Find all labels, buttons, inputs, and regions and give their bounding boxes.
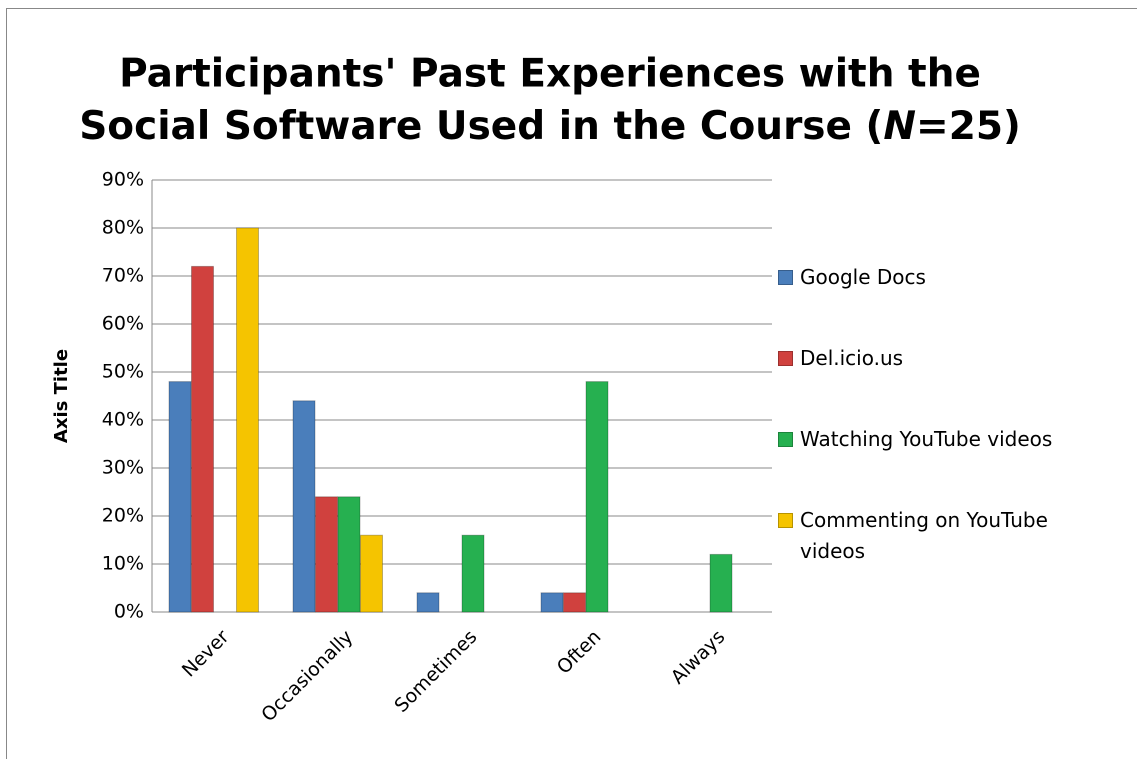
bar <box>360 534 383 613</box>
bar <box>236 227 259 613</box>
y-tick-label: 60% <box>102 313 144 335</box>
bar <box>585 381 609 613</box>
y-tick-label: 10% <box>102 553 144 575</box>
legend: Google Docs Del.icio.us Watching YouTube v… <box>778 262 1098 586</box>
title-part: =25) <box>916 104 1021 149</box>
y-tick-label: 50% <box>102 361 144 383</box>
legend-item: Watching YouTube videos <box>778 424 1098 505</box>
bar <box>337 496 361 613</box>
title-part: Social Software Used in the Course ( <box>79 104 883 149</box>
chart-border <box>6 8 1137 759</box>
x-tick-label: Sometimes <box>390 626 481 717</box>
legend-swatch <box>778 432 793 447</box>
y-axis-title: Axis Title <box>51 349 72 443</box>
y-tick-label: 20% <box>102 505 144 527</box>
bar <box>709 553 733 613</box>
bar <box>416 592 440 613</box>
bar <box>461 534 485 613</box>
legend-item: Google Docs <box>778 262 1098 343</box>
x-tick-label: Often <box>553 626 606 679</box>
bar <box>563 592 586 613</box>
legend-item: Commenting on YouTube videos <box>778 505 1098 586</box>
legend-label: Commenting on YouTube videos <box>800 508 1048 563</box>
legend-label: Watching YouTube videos <box>800 427 1053 451</box>
legend-label: Google Docs <box>800 265 926 289</box>
legend-swatch <box>778 270 793 285</box>
y-tick-label: 70% <box>102 265 144 287</box>
y-tick-label: 80% <box>102 217 144 239</box>
legend-swatch <box>778 513 793 528</box>
bar <box>292 400 316 613</box>
bar <box>540 592 564 613</box>
legend-item: Del.icio.us <box>778 343 1098 424</box>
y-tick-label: 30% <box>102 457 144 479</box>
legend-label: Del.icio.us <box>800 346 904 370</box>
legend-swatch <box>778 351 793 366</box>
y-tick-label: 0% <box>114 601 144 623</box>
x-tick-label: Occasionally <box>257 626 357 726</box>
y-tick-label: 90% <box>102 169 144 191</box>
title-part: N <box>883 104 916 149</box>
x-tick-label: Never <box>178 626 234 682</box>
bar <box>191 265 214 613</box>
y-tick-label: 40% <box>102 409 144 431</box>
chart-title: Social Software Used in the Course (N=25… <box>79 104 1021 149</box>
bar <box>315 496 338 613</box>
x-tick-label: Always <box>667 626 730 689</box>
chart-title: Participants' Past Experiences with the <box>119 52 981 97</box>
bar <box>168 381 192 613</box>
